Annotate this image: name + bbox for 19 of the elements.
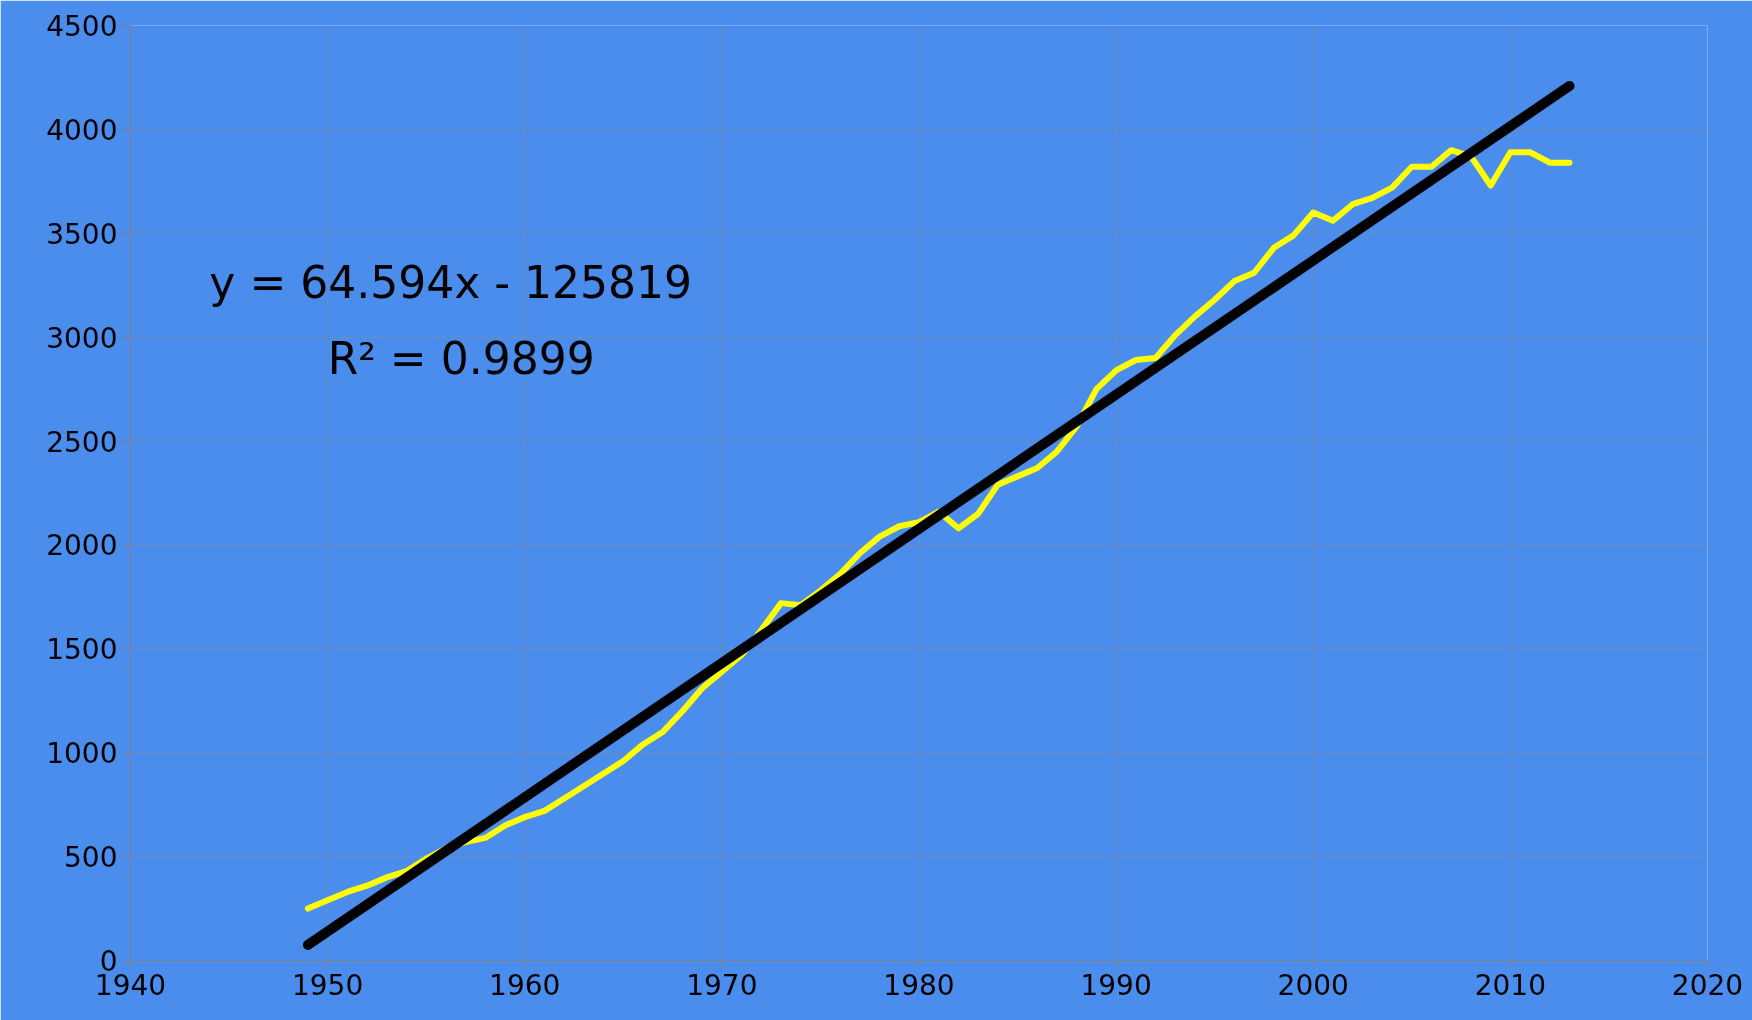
annotation: y = 64.594x - 125819 (209, 257, 693, 309)
x-tick-label: 1980 (883, 968, 955, 1002)
x-tick-label: 1970 (686, 968, 758, 1002)
y-tick-label: 4500 (46, 10, 118, 43)
y-tick-label: 1000 (46, 737, 118, 771)
y-tick-label: 1500 (46, 633, 118, 667)
y-tick-label: 3500 (46, 217, 118, 251)
annotation: R² = 0.9899 (327, 332, 595, 384)
y-tick-label: 3000 (46, 321, 118, 355)
x-tick-label: 1990 (1080, 968, 1152, 1002)
x-tick-label: 1960 (489, 968, 561, 1002)
y-tick-label: 2000 (46, 529, 118, 563)
y-tick-label: 500 (64, 841, 118, 875)
x-tick-label: 2000 (1277, 968, 1349, 1002)
x-tick-label: 2020 (1671, 968, 1744, 1002)
y-tick-label: 4000 (46, 113, 118, 147)
x-tick-label: 1950 (292, 968, 364, 1002)
x-tick-label: 2010 (1474, 968, 1547, 1002)
y-tick-label: 2500 (46, 425, 118, 459)
